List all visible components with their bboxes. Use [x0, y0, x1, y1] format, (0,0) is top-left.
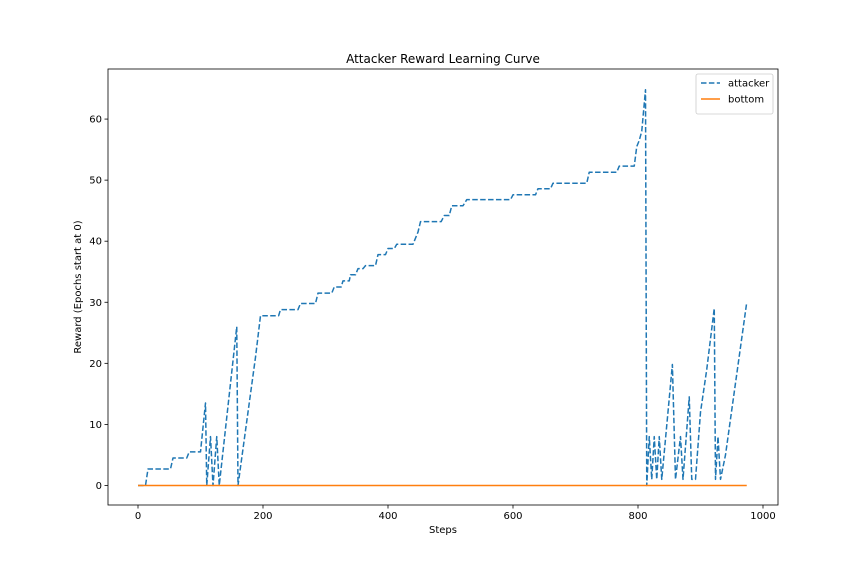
- y-tick-label: 30: [89, 298, 102, 309]
- y-axis-label: Reward (Epochs start at 0): [73, 220, 84, 353]
- x-tick-label: 400: [378, 511, 397, 522]
- x-tick-label: 0: [135, 511, 141, 522]
- legend-box: [695, 73, 774, 115]
- legend: attacker bottom: [695, 73, 774, 115]
- y-tick-label: 0: [96, 481, 102, 492]
- chart-title: Attacker Reward Learning Curve: [346, 52, 540, 66]
- y-tick-label: 40: [89, 237, 102, 248]
- x-tick-label: 800: [628, 511, 647, 522]
- plot-area: [107, 68, 779, 506]
- y-tick-label: 20: [89, 359, 102, 370]
- legend-label-attacker: attacker: [728, 79, 770, 90]
- x-tick-label: 200: [253, 511, 272, 522]
- y-tick-label: 50: [89, 176, 102, 187]
- x-axis-label: Steps: [429, 525, 457, 536]
- x-axis: 0 200 400 600 800 1000: [135, 505, 776, 522]
- y-tick-label: 10: [89, 420, 102, 431]
- x-tick-label: 1000: [750, 511, 775, 522]
- series-line-attacker: [138, 89, 748, 487]
- x-tick-label: 600: [503, 511, 522, 522]
- axes-frame: [107, 68, 779, 506]
- y-tick-label: 60: [89, 115, 102, 126]
- y-axis: 0 10 20 30 40 50 60: [89, 115, 108, 492]
- legend-label-bottom: bottom: [728, 95, 764, 106]
